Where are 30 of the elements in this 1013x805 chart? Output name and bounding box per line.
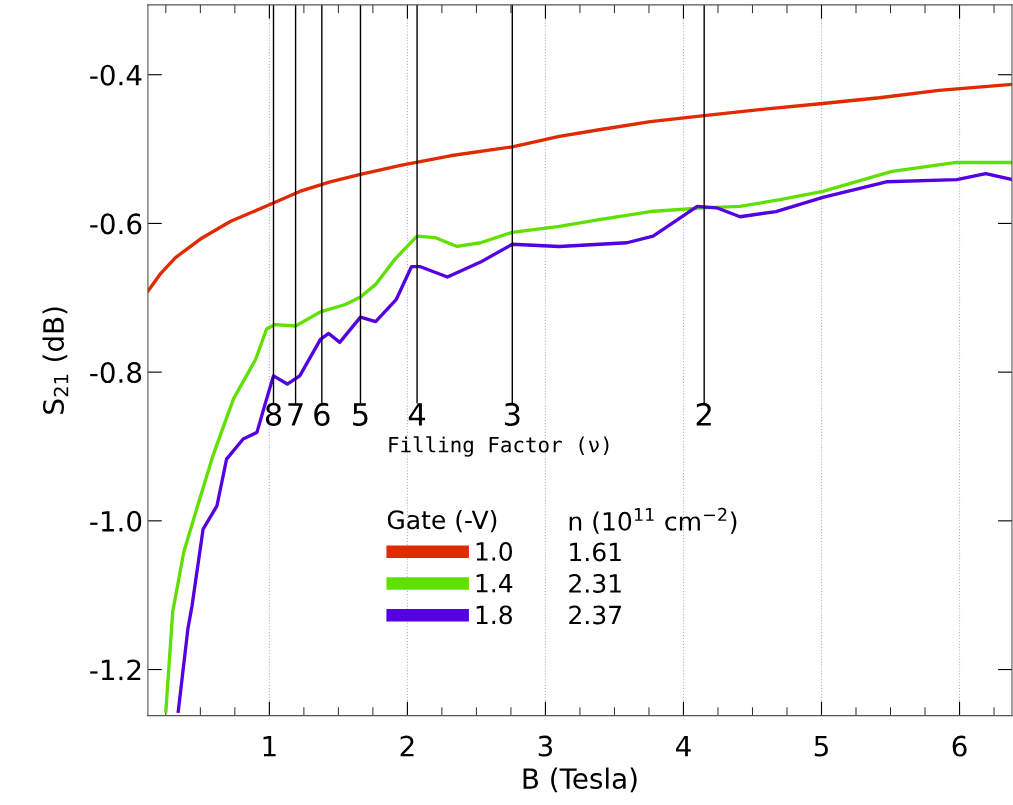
annotation: 2 [696,402,711,426]
x-tick-label: 6 [952,735,967,757]
legend-label: 1.4 [476,574,513,593]
x-tick-label: 5 [814,735,828,757]
annotation: 2.37 [569,605,621,625]
annotation: n (10$^{11}$ cm$^{−2}$) [569,507,737,534]
legend-title: Gate (-V) [387,509,497,533]
annotation: 3 [504,402,520,426]
annotation: 8 [265,402,282,426]
x-tick-label: 1 [263,735,276,757]
x-tick-label: 2 [400,735,414,757]
annotation: 4 [408,403,426,426]
y-tick-label: -1.0 [90,510,142,532]
annotation: 1.61 [570,542,621,562]
y-tick-label: -0.8 [90,362,142,384]
y-tick-label: -1.2 [90,659,141,681]
x-axis-title: B (Tesla) [523,767,637,793]
x-tick-label: 3 [538,735,553,757]
annotation: Filling Factor (ν) [389,436,609,457]
annotation: 6 [314,402,330,426]
annotation: 5 [353,403,368,426]
annotation: 2.31 [569,574,621,593]
y-axis-title: S$_{21}$ (dB) [42,307,69,414]
legend-label: 1.8 [476,605,512,625]
y-tick-label: -0.6 [90,213,142,235]
x-tick-label: 4 [675,735,691,757]
y-tick-label: -0.4 [90,64,142,86]
legend-label: 1.0 [476,542,513,561]
line-series [147,82,1012,293]
annotation: 7 [288,403,303,426]
